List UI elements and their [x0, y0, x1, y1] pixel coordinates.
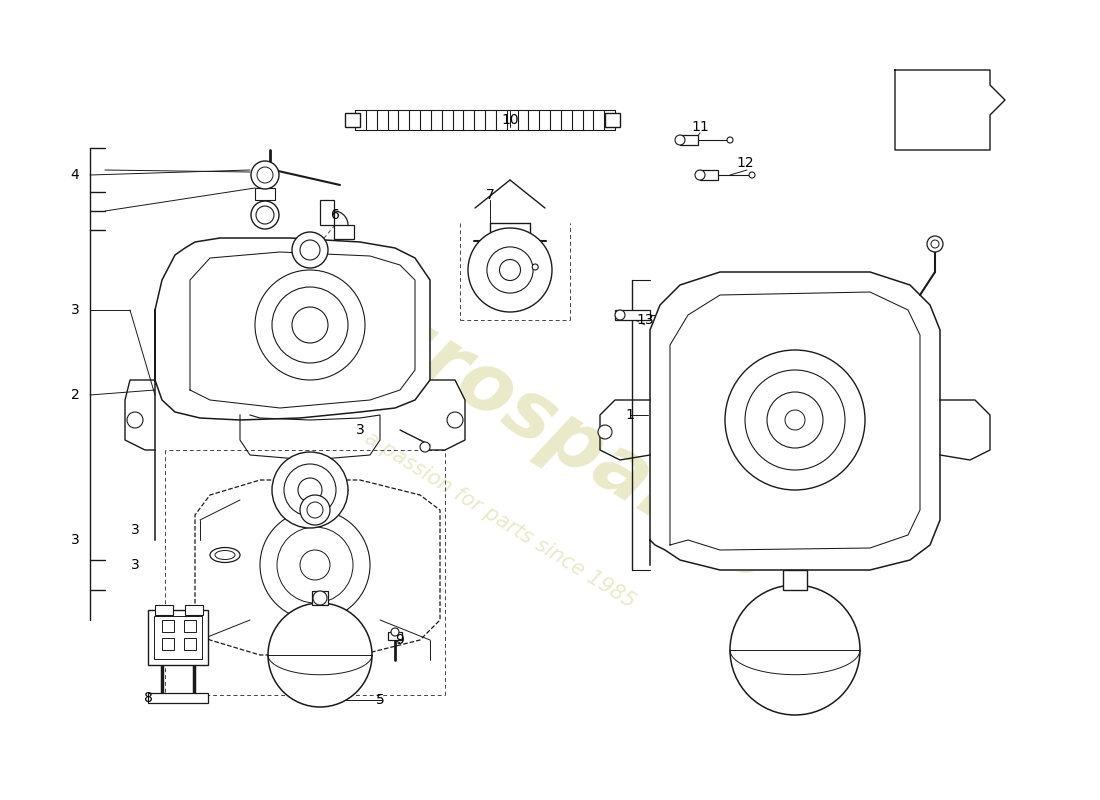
Circle shape	[931, 240, 939, 248]
Circle shape	[261, 171, 270, 179]
Circle shape	[272, 287, 348, 363]
Circle shape	[292, 232, 328, 268]
Circle shape	[255, 270, 365, 380]
Circle shape	[695, 170, 705, 180]
Bar	[680, 135, 698, 145]
Text: 3: 3	[355, 423, 364, 437]
Bar	[162, 620, 174, 632]
Ellipse shape	[214, 550, 235, 559]
Bar	[184, 638, 196, 650]
Text: 4: 4	[70, 168, 79, 182]
Circle shape	[615, 310, 625, 320]
Circle shape	[277, 527, 353, 603]
Polygon shape	[195, 480, 440, 655]
Circle shape	[532, 264, 538, 270]
Circle shape	[256, 206, 274, 224]
Text: 3: 3	[131, 558, 140, 572]
Text: 13: 13	[636, 313, 653, 327]
Circle shape	[314, 591, 327, 605]
Bar	[700, 170, 718, 180]
Bar	[255, 188, 275, 200]
Text: 12: 12	[736, 156, 754, 170]
Bar	[154, 616, 202, 659]
Circle shape	[598, 425, 612, 439]
Text: 3: 3	[70, 533, 79, 547]
Text: 2: 2	[70, 388, 79, 402]
Bar	[388, 632, 401, 640]
Text: 10: 10	[502, 113, 519, 127]
Circle shape	[785, 410, 805, 430]
Circle shape	[447, 412, 463, 428]
Circle shape	[420, 442, 430, 452]
Polygon shape	[895, 70, 1005, 150]
Circle shape	[730, 585, 860, 715]
Text: 1: 1	[626, 408, 635, 422]
Bar	[320, 200, 334, 225]
Bar	[185, 605, 204, 615]
Circle shape	[767, 392, 823, 448]
Circle shape	[307, 502, 323, 518]
Bar	[783, 570, 807, 590]
Circle shape	[260, 510, 370, 620]
Bar	[162, 638, 174, 650]
Text: 11: 11	[691, 120, 708, 134]
Ellipse shape	[210, 547, 240, 562]
Circle shape	[284, 464, 336, 516]
Text: 3: 3	[131, 523, 140, 537]
Circle shape	[499, 259, 520, 281]
Text: 3: 3	[70, 303, 79, 317]
Text: 5: 5	[375, 693, 384, 707]
Circle shape	[745, 370, 845, 470]
Bar	[155, 605, 173, 615]
Circle shape	[749, 172, 755, 178]
Text: 9: 9	[396, 633, 405, 647]
Circle shape	[675, 135, 685, 145]
Bar	[615, 310, 650, 320]
Circle shape	[468, 228, 552, 312]
Bar	[148, 610, 208, 665]
Text: a passion for parts since 1985: a passion for parts since 1985	[361, 428, 639, 612]
Circle shape	[727, 137, 733, 143]
Circle shape	[390, 628, 399, 636]
Text: 7: 7	[485, 188, 494, 202]
Bar	[605, 113, 620, 127]
Circle shape	[251, 161, 279, 189]
Bar	[184, 620, 196, 632]
Text: eurospares: eurospares	[314, 262, 786, 598]
Circle shape	[268, 603, 372, 707]
Bar	[345, 113, 360, 127]
Text: 6: 6	[331, 208, 340, 222]
Circle shape	[257, 167, 273, 183]
Circle shape	[272, 452, 348, 528]
Circle shape	[300, 495, 330, 525]
Text: 8: 8	[144, 691, 153, 705]
Bar	[312, 591, 328, 605]
Circle shape	[487, 247, 534, 293]
Polygon shape	[650, 272, 940, 570]
Circle shape	[300, 240, 320, 260]
Bar	[334, 225, 354, 239]
Circle shape	[251, 201, 279, 229]
Circle shape	[725, 350, 865, 490]
Polygon shape	[155, 238, 430, 540]
Circle shape	[300, 550, 330, 580]
Circle shape	[298, 478, 322, 502]
Circle shape	[257, 167, 273, 183]
Circle shape	[126, 412, 143, 428]
Circle shape	[927, 236, 943, 252]
Circle shape	[292, 307, 328, 343]
Bar	[148, 693, 208, 703]
